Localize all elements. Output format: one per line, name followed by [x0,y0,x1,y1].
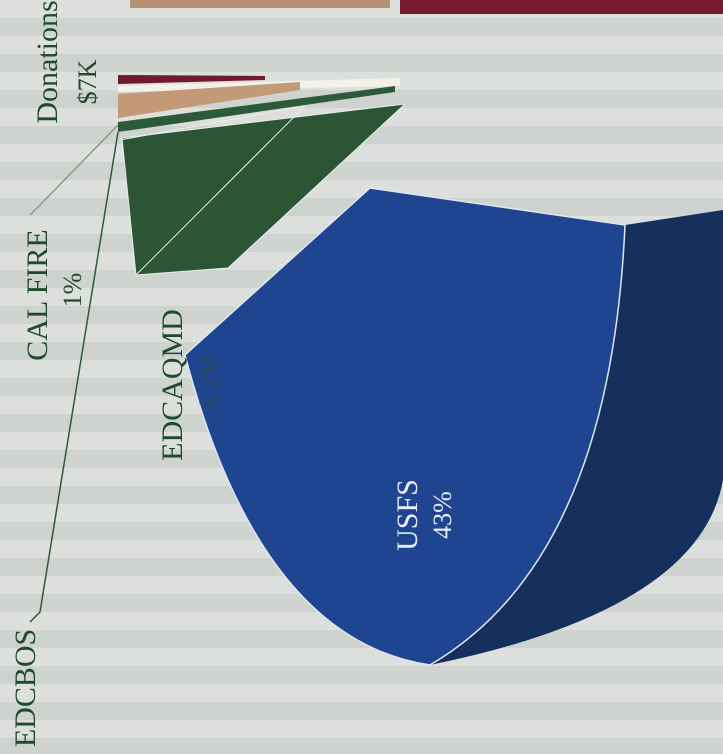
top-bar [130,0,390,8]
slice [118,86,395,132]
slice [118,82,300,118]
top-bar [400,0,723,14]
slice [184,187,626,666]
slice [118,75,265,84]
label: CAL FIRE [21,229,54,360]
value-label: $ 2M [195,354,224,410]
value-label: $7K [73,59,102,104]
value-label: 1% [58,273,87,308]
edge [135,105,306,276]
label: EDCAQMD [156,309,189,461]
leader-line [29,131,119,623]
slice [121,103,407,276]
value-label: 43% [428,491,457,539]
leader-line [29,124,119,216]
label: Donations [31,0,64,123]
label: USFS [391,479,424,551]
label: EDCBOS [9,629,42,747]
slice-side [430,210,723,665]
edge [119,105,306,141]
